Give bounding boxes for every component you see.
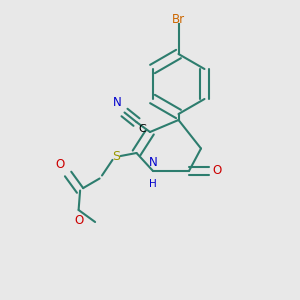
Text: S: S [112,149,120,163]
Text: O: O [212,164,221,178]
Text: O: O [56,158,65,171]
Text: O: O [74,214,83,226]
Text: C: C [138,124,146,134]
Text: Br: Br [172,13,185,26]
Text: N: N [148,157,158,169]
Text: N: N [113,97,122,110]
Text: H: H [149,179,157,189]
